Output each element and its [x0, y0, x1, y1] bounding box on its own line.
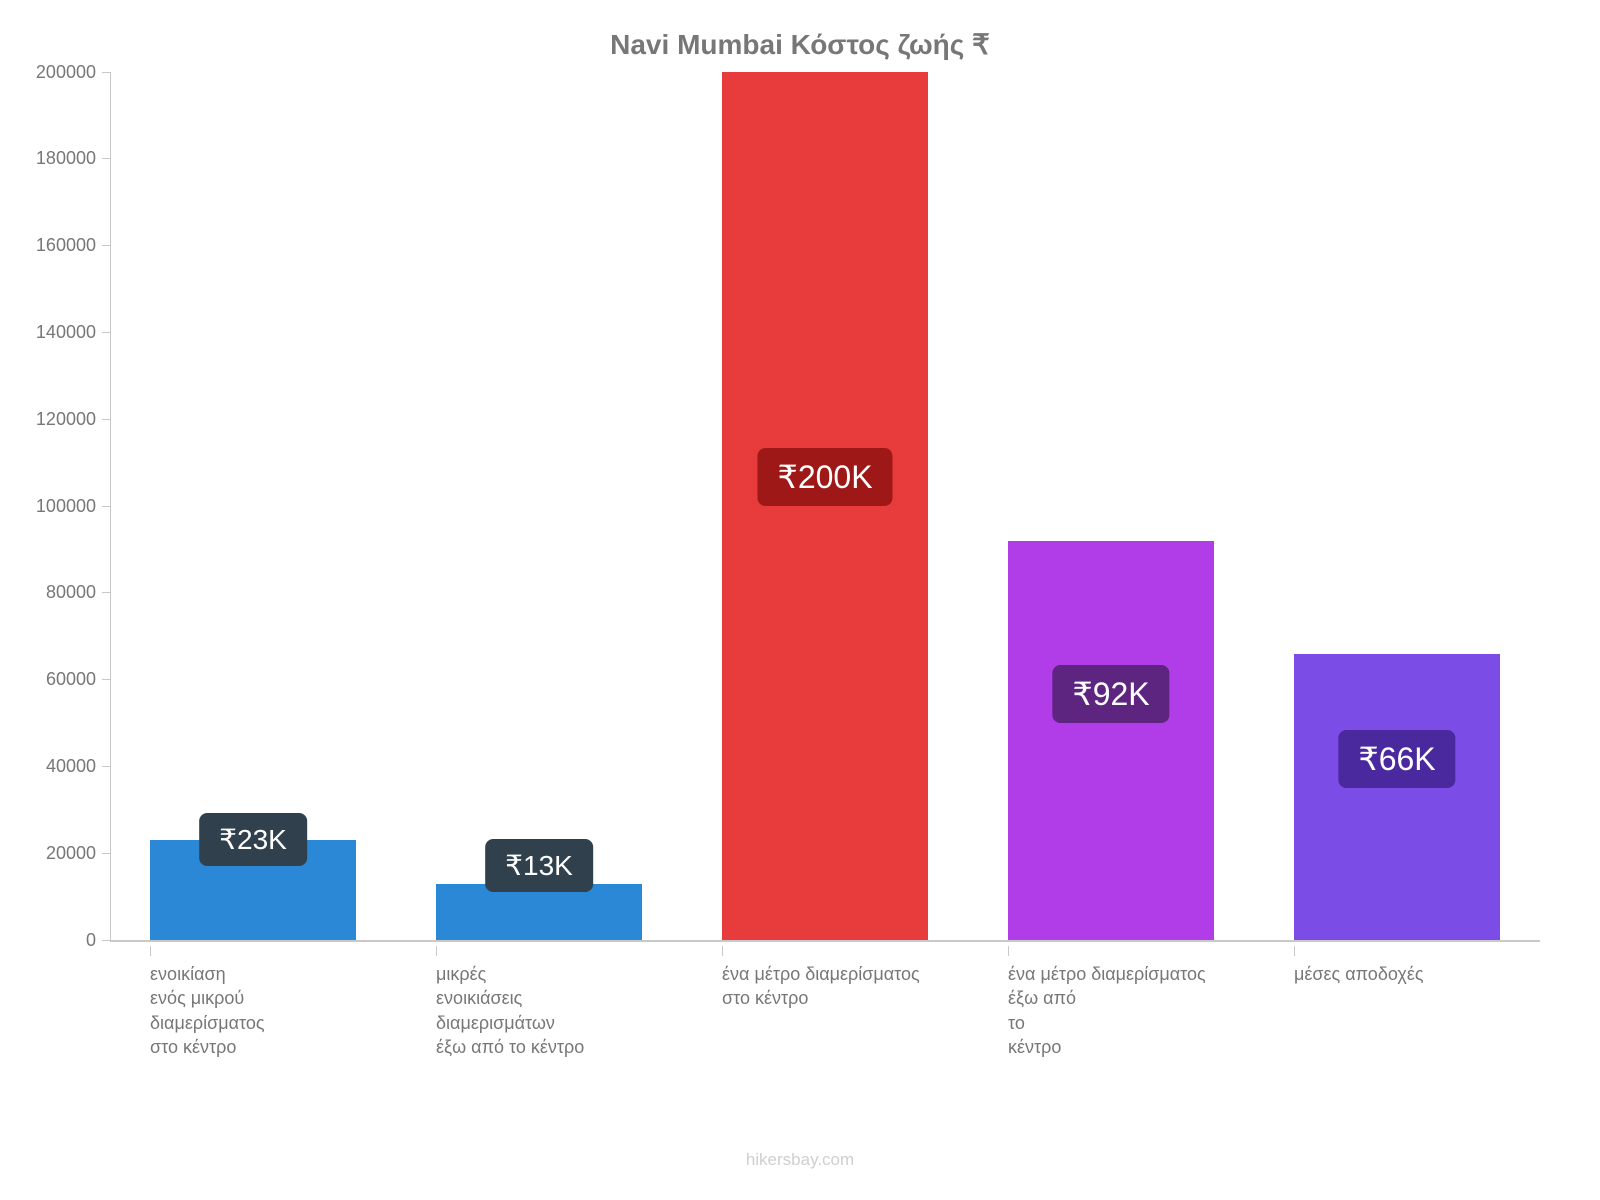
x-tick-label-line: ένα μέτρο διαμερίσματος [722, 962, 920, 986]
y-tick: 180000 [26, 149, 110, 169]
y-tick-mark [102, 506, 110, 507]
x-tick-label: ενοικίασηενός μικρούδιαμερίσματοςστο κέν… [150, 962, 265, 1059]
y-tick-label: 180000 [26, 148, 96, 169]
y-tick: 160000 [26, 236, 110, 256]
y-tick: 100000 [26, 496, 110, 516]
y-tick-mark [102, 72, 110, 73]
x-tick-label: μέσες αποδοχές [1294, 962, 1423, 986]
y-tick: 0 [26, 930, 110, 950]
x-labels: ενοικίασηενός μικρούδιαμερίσματοςστο κέν… [110, 958, 1540, 1118]
x-tick-mark [722, 946, 723, 956]
y-tick: 60000 [26, 670, 110, 690]
x-tick-mark [1294, 946, 1295, 956]
bar-value-label: ₹66K [1338, 730, 1455, 788]
x-tick-label-line: ενός μικρού [150, 986, 265, 1010]
x-tick-label-line: μέσες αποδοχές [1294, 962, 1423, 986]
y-tick-mark [102, 766, 110, 767]
x-tick-label-line: έξω από το κέντρο [436, 1035, 584, 1059]
y-tick: 40000 [26, 756, 110, 776]
y-tick-mark [102, 158, 110, 159]
x-tick-label: ένα μέτρο διαμερίσματοςέξω απότοκέντρο [1008, 962, 1206, 1059]
y-tick-label: 40000 [26, 756, 96, 777]
x-tick-label-line: κέντρο [1008, 1035, 1206, 1059]
y-tick: 200000 [26, 62, 110, 82]
y-axis: 0200004000060000800001000001200001400001… [0, 72, 110, 940]
y-tick-label: 60000 [26, 669, 96, 690]
x-tick-mark [1008, 946, 1009, 956]
x-tick-label-line: ένα μέτρο διαμερίσματος [1008, 962, 1206, 986]
bar [1294, 654, 1500, 940]
bar-value-label: ₹13K [485, 839, 593, 892]
y-tick-label: 140000 [26, 322, 96, 343]
y-tick: 80000 [26, 583, 110, 603]
x-tick-label-line: μικρές [436, 962, 584, 986]
y-tick-label: 120000 [26, 409, 96, 430]
x-tick-label-line: ενοικιάσεις [436, 986, 584, 1010]
x-tick-mark [436, 946, 437, 956]
y-tick-mark [102, 419, 110, 420]
bar-value-label: ₹23K [199, 813, 307, 866]
bar-value-label: ₹200K [757, 448, 892, 506]
y-tick-label: 0 [26, 930, 96, 951]
y-tick-mark [102, 245, 110, 246]
x-tick-label-line: διαμερισμάτων [436, 1011, 584, 1035]
y-tick-label: 200000 [26, 62, 96, 83]
bars-layer: ₹23K ₹13K ₹200K ₹92K ₹66K [110, 72, 1540, 940]
x-tick-mark [150, 946, 151, 956]
y-tick-mark [102, 853, 110, 854]
y-tick: 20000 [26, 843, 110, 863]
x-tick-label-line: ενοικίαση [150, 962, 265, 986]
bar [1008, 541, 1214, 940]
y-tick-mark [102, 679, 110, 680]
x-tick-label-line: στο κέντρο [150, 1035, 265, 1059]
x-tick-label: μικρέςενοικιάσειςδιαμερισμάτωνέξω από το… [436, 962, 584, 1059]
x-tick-label-line: έξω από [1008, 986, 1206, 1010]
y-tick: 120000 [26, 409, 110, 429]
y-tick-label: 100000 [26, 496, 96, 517]
x-tick-label: ένα μέτρο διαμερίσματοςστο κέντρο [722, 962, 920, 1011]
x-tick-label-line: στο κέντρο [722, 986, 920, 1010]
x-tick-label-line: το [1008, 1011, 1206, 1035]
attribution: hikersbay.com [0, 1150, 1600, 1170]
chart-container: Navi Mumbai Κόστος ζωής ₹ 0 20000 40000 600… [0, 0, 1600, 1200]
y-tick-mark [102, 940, 110, 941]
y-tick-label: 80000 [26, 582, 96, 603]
y-tick-label: 160000 [26, 235, 96, 256]
bar [722, 72, 928, 940]
y-tick-label: 20000 [26, 843, 96, 864]
y-tick-mark [102, 592, 110, 593]
y-tick-mark [102, 332, 110, 333]
y-tick: 140000 [26, 322, 110, 342]
chart-title: Navi Mumbai Κόστος ζωής ₹ [0, 28, 1600, 61]
x-tick-label-line: διαμερίσματος [150, 1011, 265, 1035]
bar-value-label: ₹92K [1052, 665, 1169, 723]
